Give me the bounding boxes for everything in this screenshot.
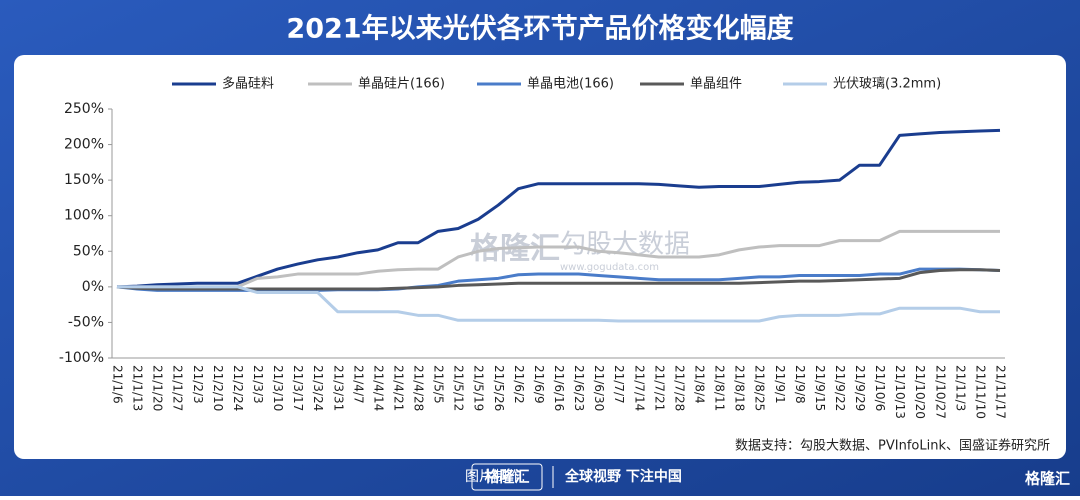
x-tick-label: 21/3/17 bbox=[291, 365, 305, 411]
x-tick-label: 21/7/21 bbox=[652, 365, 666, 411]
x-tick-label: 21/7/14 bbox=[632, 365, 646, 411]
y-tick-label: 150% bbox=[64, 172, 104, 188]
x-tick-label: 21/6/23 bbox=[572, 365, 586, 411]
y-tick-label: 50% bbox=[73, 243, 104, 259]
legend-label: 单晶组件 bbox=[690, 77, 742, 92]
x-tick-label: 21/3/31 bbox=[331, 365, 345, 411]
x-tick-label: 21/4/21 bbox=[391, 365, 405, 411]
x-tick-label: 21/6/30 bbox=[592, 365, 606, 411]
series-line bbox=[116, 268, 1001, 291]
x-tick-label: 21/5/12 bbox=[452, 365, 466, 411]
x-tick-label: 21/9/8 bbox=[793, 365, 807, 404]
x-tick-label: 21/11/10 bbox=[973, 365, 987, 419]
source: 数据支持：勾股大数据、PVInfoLink、国盛证券研究所 bbox=[735, 438, 1050, 454]
x-tick-label: 21/9/1 bbox=[773, 365, 787, 404]
series-line bbox=[116, 128, 1001, 289]
x-tick-label: 21/6/16 bbox=[552, 365, 566, 411]
x-tick-label: 21/11/17 bbox=[994, 365, 1008, 419]
footer-brand-box bbox=[471, 463, 543, 491]
x-tick-label: 21/9/22 bbox=[833, 365, 847, 411]
x-tick-label: 21/2/24 bbox=[231, 365, 245, 411]
y-tick-label: -50% bbox=[68, 314, 104, 330]
legend-label: 单晶电池(166) bbox=[527, 77, 614, 92]
chart-title: 2021年以来光伏各环节产品价格变化幅度 bbox=[286, 13, 793, 45]
footer-slogan: 全球视野 下注中国 bbox=[564, 468, 682, 485]
y-tick-label: -100% bbox=[59, 350, 104, 366]
legend-label: 光伏玻璃(3.2mm) bbox=[833, 77, 941, 92]
y-tick-label: 0% bbox=[82, 279, 104, 295]
x-tick-label: 21/10/27 bbox=[933, 365, 947, 419]
x-tick-label: 21/10/20 bbox=[913, 365, 927, 419]
watermark: 勾股大数据 bbox=[560, 230, 690, 260]
x-tick-label: 21/9/15 bbox=[813, 365, 827, 411]
footer-brand: 格隆汇 bbox=[484, 468, 529, 486]
x-tick-label: 21/9/29 bbox=[853, 365, 867, 411]
x-tick-label: 21/1/13 bbox=[131, 365, 145, 411]
x-tick-label: 21/7/7 bbox=[612, 365, 626, 404]
x-tick-label: 21/4/28 bbox=[412, 365, 426, 411]
series-line bbox=[117, 285, 1000, 323]
x-tick-label: 21/10/6 bbox=[873, 365, 887, 411]
x-tick-label: 21/3/3 bbox=[251, 365, 265, 404]
x-tick-label: 21/6/2 bbox=[512, 365, 526, 404]
x-tick-label: 21/8/25 bbox=[753, 365, 767, 411]
x-tick-label: 21/3/10 bbox=[271, 365, 285, 411]
legend-label: 多晶硅料 bbox=[222, 76, 274, 92]
x-tick-label: 21/2/10 bbox=[211, 365, 225, 411]
x-tick-label: 21/3/24 bbox=[311, 365, 325, 411]
x-tick-label: 21/4/7 bbox=[351, 365, 365, 404]
x-tick-label: 21/5/19 bbox=[472, 365, 486, 411]
y-tick-label: 200% bbox=[64, 137, 104, 153]
x-tick-label: 21/10/13 bbox=[893, 365, 907, 419]
x-tick-label: 21/2/3 bbox=[191, 365, 205, 404]
x-tick-label: 21/5/26 bbox=[492, 365, 506, 411]
x-tick-label: 21/1/27 bbox=[171, 365, 185, 411]
x-tick-label: 21/5/5 bbox=[432, 365, 446, 404]
footer-logo: 格隆汇 bbox=[1025, 470, 1070, 488]
x-tick-label: 21/11/3 bbox=[953, 365, 967, 411]
x-tick-label: 21/7/28 bbox=[672, 365, 686, 411]
legend-label: 单晶硅片(166) bbox=[358, 77, 445, 92]
x-tick-label: 21/1/20 bbox=[151, 365, 165, 411]
x-tick-label: 21/1/6 bbox=[111, 365, 125, 404]
x-tick-label: 21/8/18 bbox=[733, 365, 747, 411]
footer-made-by: 图片制作: bbox=[465, 469, 526, 485]
y-tick-label: 100% bbox=[64, 208, 104, 224]
y-tick-label: 250% bbox=[64, 101, 104, 117]
x-tick-label: 21/6/9 bbox=[532, 365, 546, 404]
series-line bbox=[117, 229, 1000, 289]
x-tick-label: 21/8/11 bbox=[713, 365, 727, 411]
watermark: www.gogudata.com bbox=[560, 262, 659, 273]
x-tick-label: 21/8/4 bbox=[692, 365, 706, 404]
x-tick-label: 21/4/14 bbox=[371, 365, 385, 411]
